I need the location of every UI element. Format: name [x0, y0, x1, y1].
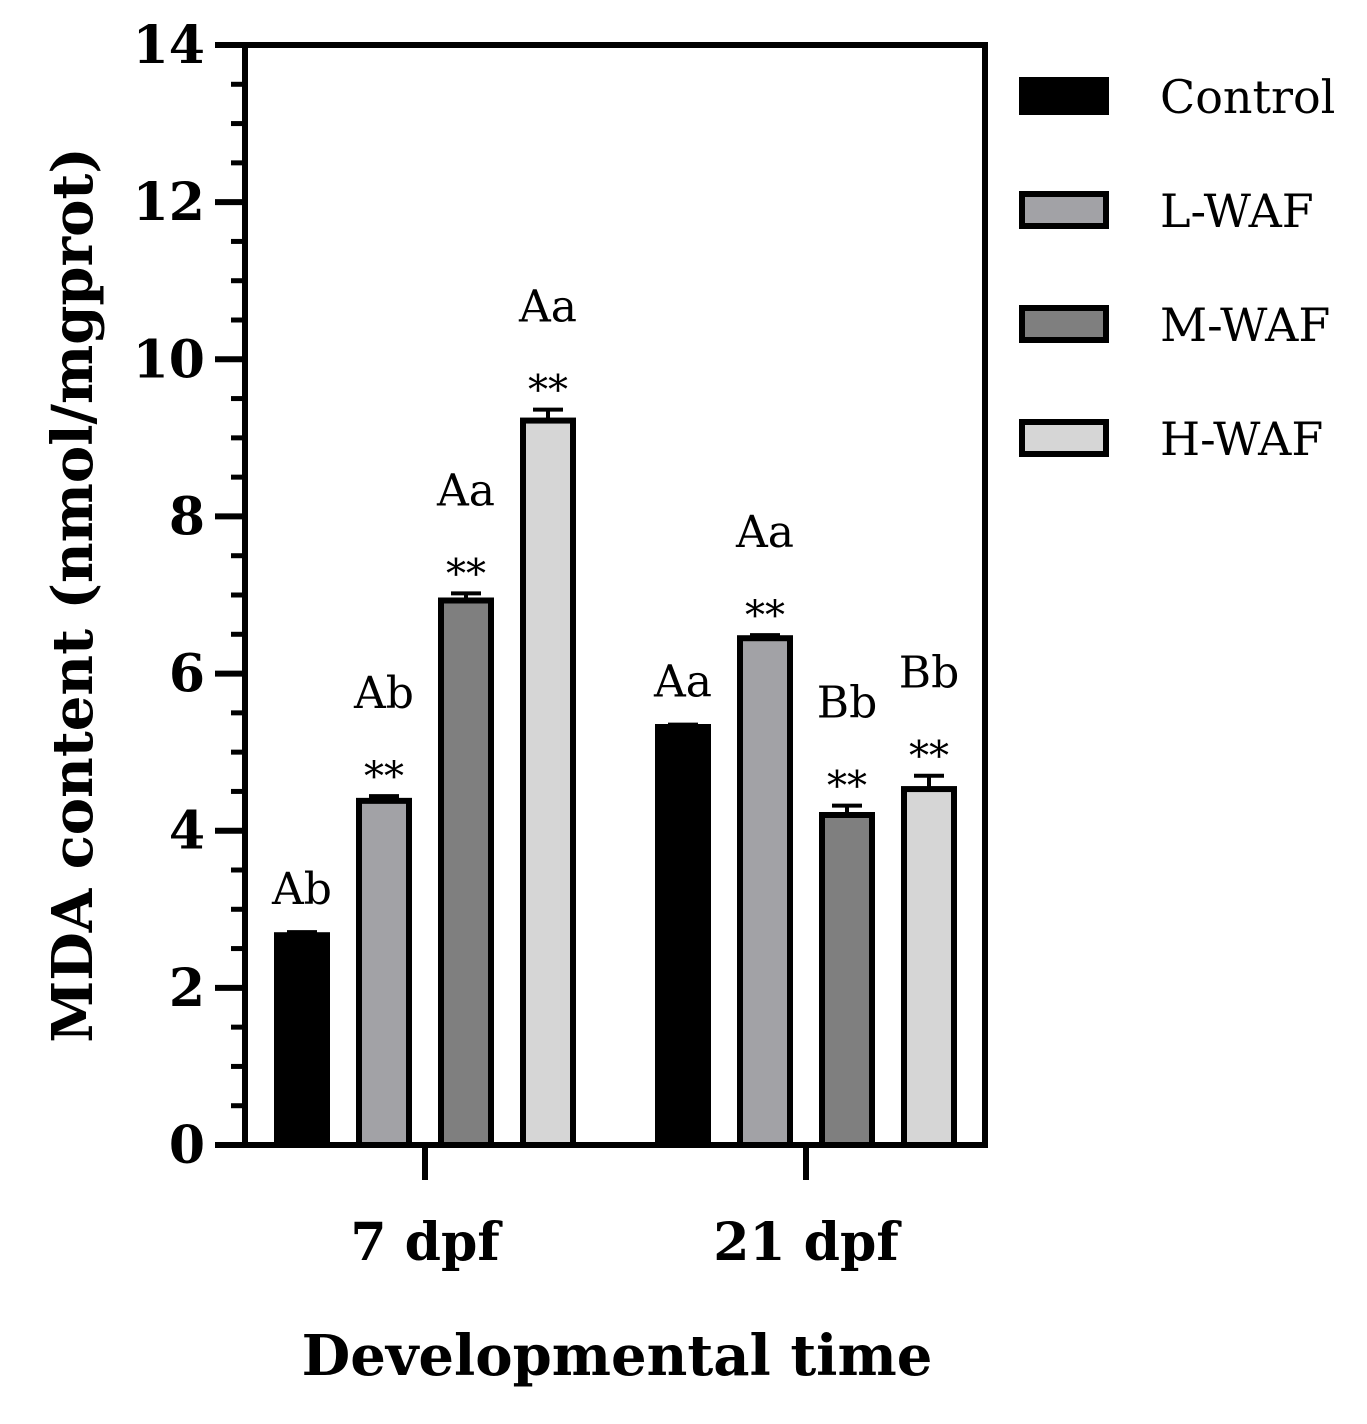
legend-label: Control — [1160, 70, 1335, 124]
x-tick-label: 21 dpf — [713, 1212, 902, 1273]
x-tick-label: 7 dpf — [350, 1212, 503, 1273]
y-tick-label: 2 — [169, 958, 205, 1019]
y-tick-label: 14 — [133, 15, 205, 76]
axes-layer: 0 2 4 6 8 10 12 14 7 dpf 21 dpf — [133, 15, 988, 1273]
group-letter-label: Aa — [518, 282, 577, 333]
legend-label: H-WAF — [1160, 412, 1323, 466]
legend-label: M-WAF — [1160, 298, 1330, 352]
x-axis-title: Developmental time — [302, 1323, 933, 1389]
bar — [819, 812, 875, 1148]
y-tick-label: 8 — [169, 486, 205, 547]
significance-label: ** — [909, 734, 949, 780]
group-letter-label: Ab — [353, 668, 414, 719]
bar — [520, 417, 576, 1149]
significance-label: ** — [528, 368, 568, 414]
bar — [737, 635, 793, 1148]
significance-label: ** — [827, 764, 867, 810]
legend-label: L-WAF — [1160, 184, 1314, 238]
group-letter-label: Bb — [817, 678, 878, 729]
y-tick-label: 0 — [169, 1115, 205, 1176]
y-tick-label: 6 — [169, 644, 205, 705]
group-letter-label: Ab — [271, 864, 332, 915]
significance-label: ** — [446, 551, 486, 597]
y-axis-title: MDA content (nmol/mgprot) — [40, 147, 106, 1043]
legend: Control L-WAF M-WAF H-WAF — [1019, 70, 1335, 466]
bar — [274, 932, 330, 1149]
bars-layer — [274, 407, 957, 1149]
y-tick-label: 10 — [133, 329, 205, 390]
significance-label: ** — [745, 593, 785, 639]
y-tick-label: 4 — [169, 801, 205, 862]
group-letter-label: Aa — [653, 657, 712, 708]
group-letter-label: Aa — [735, 507, 794, 558]
bar — [356, 797, 412, 1148]
bar — [901, 786, 957, 1148]
legend-swatch — [1019, 419, 1109, 457]
legend-swatch — [1019, 77, 1109, 115]
legend-swatch — [1019, 191, 1109, 229]
bar — [438, 597, 494, 1148]
bar — [655, 724, 711, 1148]
legend-swatch — [1019, 305, 1109, 343]
group-letter-label: Bb — [899, 648, 960, 699]
group-letter-label: Aa — [436, 465, 495, 516]
y-tick-label: 12 — [133, 172, 205, 233]
significance-label: ** — [364, 754, 404, 800]
annotations-layer: Ab ** Ab ** Aa ** Aa Aa ** Aa ** Bb ** Bb — [271, 282, 960, 915]
